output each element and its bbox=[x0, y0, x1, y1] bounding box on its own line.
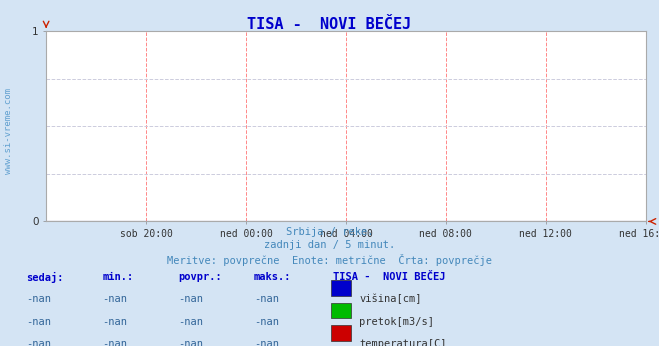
Text: TISA -  NOVI BEČEJ: TISA - NOVI BEČEJ bbox=[333, 272, 445, 282]
Text: -nan: -nan bbox=[26, 339, 51, 346]
Text: -nan: -nan bbox=[178, 294, 203, 304]
Text: -nan: -nan bbox=[102, 294, 127, 304]
Text: -nan: -nan bbox=[254, 294, 279, 304]
Text: TISA -  NOVI BEČEJ: TISA - NOVI BEČEJ bbox=[247, 17, 412, 32]
Text: pretok[m3/s]: pretok[m3/s] bbox=[359, 317, 434, 327]
Text: Meritve: povprečne  Enote: metrične  Črta: povprečje: Meritve: povprečne Enote: metrične Črta:… bbox=[167, 254, 492, 266]
Text: višina[cm]: višina[cm] bbox=[359, 294, 422, 304]
Text: -nan: -nan bbox=[102, 317, 127, 327]
Text: -nan: -nan bbox=[26, 317, 51, 327]
Text: -nan: -nan bbox=[178, 339, 203, 346]
Text: maks.:: maks.: bbox=[254, 272, 291, 282]
Text: min.:: min.: bbox=[102, 272, 133, 282]
Text: sedaj:: sedaj: bbox=[26, 272, 64, 283]
Text: Srbija / reke.: Srbija / reke. bbox=[286, 227, 373, 237]
Text: -nan: -nan bbox=[26, 294, 51, 304]
Text: povpr.:: povpr.: bbox=[178, 272, 221, 282]
Text: -nan: -nan bbox=[254, 317, 279, 327]
Text: -nan: -nan bbox=[102, 339, 127, 346]
Text: zadnji dan / 5 minut.: zadnji dan / 5 minut. bbox=[264, 240, 395, 251]
Text: -nan: -nan bbox=[254, 339, 279, 346]
Text: -nan: -nan bbox=[178, 317, 203, 327]
Text: temperatura[C]: temperatura[C] bbox=[359, 339, 447, 346]
Text: www.si-vreme.com: www.si-vreme.com bbox=[4, 89, 13, 174]
